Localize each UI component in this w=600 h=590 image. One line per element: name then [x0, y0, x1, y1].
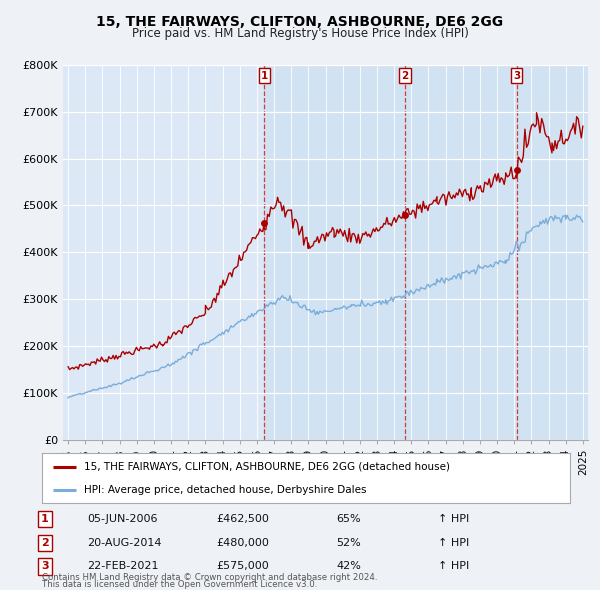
Text: £480,000: £480,000 [216, 538, 269, 548]
Text: 2: 2 [41, 538, 49, 548]
Text: 22-FEB-2021: 22-FEB-2021 [87, 562, 158, 571]
Text: 1: 1 [41, 514, 49, 524]
Text: 3: 3 [41, 562, 49, 571]
Text: 1: 1 [260, 71, 268, 80]
Text: 20-AUG-2014: 20-AUG-2014 [87, 538, 161, 548]
Text: 15, THE FAIRWAYS, CLIFTON, ASHBOURNE, DE6 2GG: 15, THE FAIRWAYS, CLIFTON, ASHBOURNE, DE… [97, 15, 503, 29]
Bar [264, 65, 405, 440]
Text: ↑ HPI: ↑ HPI [438, 514, 469, 524]
Bar [405, 65, 517, 440]
Text: £462,500: £462,500 [216, 514, 269, 524]
Text: Price paid vs. HM Land Registry's House Price Index (HPI): Price paid vs. HM Land Registry's House … [131, 27, 469, 40]
Text: 15, THE FAIRWAYS, CLIFTON, ASHBOURNE, DE6 2GG (detached house): 15, THE FAIRWAYS, CLIFTON, ASHBOURNE, DE… [84, 461, 450, 471]
Text: 3: 3 [513, 71, 520, 80]
Text: 05-JUN-2006: 05-JUN-2006 [87, 514, 157, 524]
Text: 42%: 42% [336, 562, 361, 571]
Text: HPI: Average price, detached house, Derbyshire Dales: HPI: Average price, detached house, Derb… [84, 485, 367, 495]
Text: 52%: 52% [336, 538, 361, 548]
Text: 2: 2 [401, 71, 409, 80]
Text: Contains HM Land Registry data © Crown copyright and database right 2024.: Contains HM Land Registry data © Crown c… [42, 573, 377, 582]
Text: ↑ HPI: ↑ HPI [438, 538, 469, 548]
Bar [517, 65, 588, 440]
Text: This data is licensed under the Open Government Licence v3.0.: This data is licensed under the Open Gov… [42, 581, 317, 589]
Text: £575,000: £575,000 [216, 562, 269, 571]
Text: ↑ HPI: ↑ HPI [438, 562, 469, 571]
Text: 65%: 65% [336, 514, 361, 524]
